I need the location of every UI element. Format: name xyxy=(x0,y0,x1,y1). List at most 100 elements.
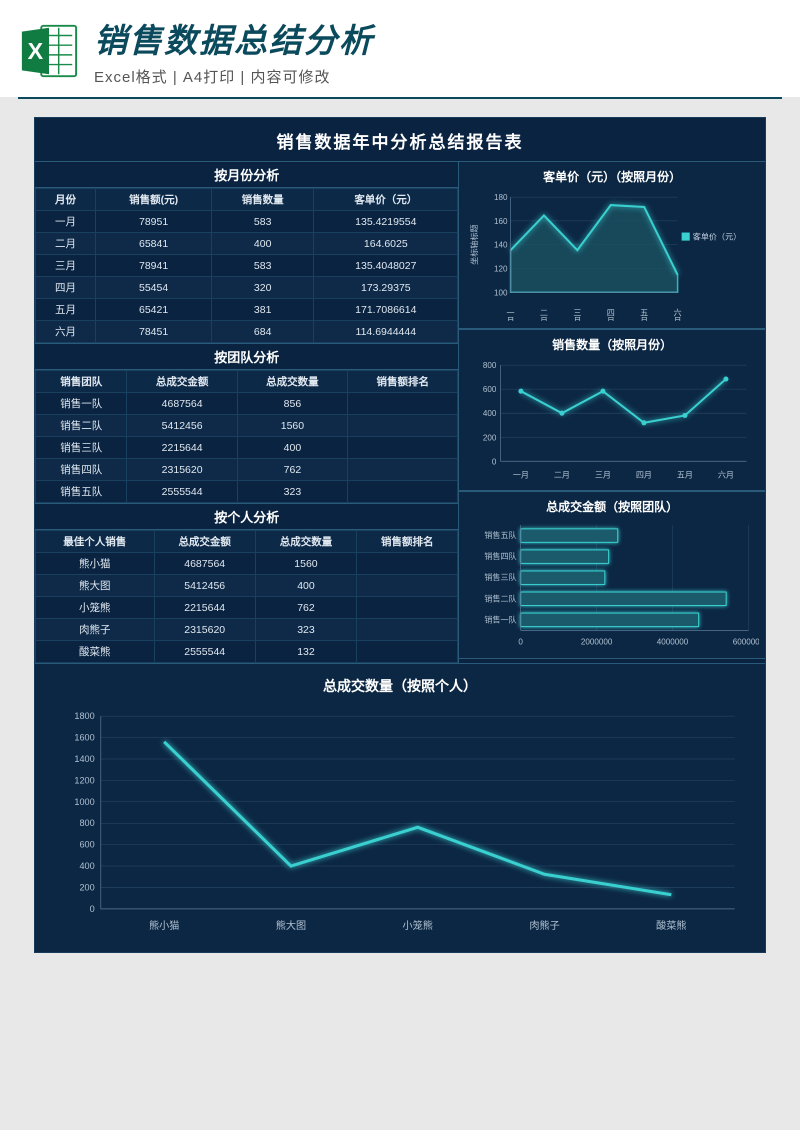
cell: 583 xyxy=(212,255,314,277)
svg-text:销售四队: 销售四队 xyxy=(485,551,517,561)
col-header: 总成交数量 xyxy=(255,531,356,553)
chart-team-amount: 总成交金额（按照团队） 0200000040000006000000销售五队销售… xyxy=(459,491,765,659)
svg-text:销售二队: 销售二队 xyxy=(485,593,517,603)
table-row: 五月65421381171.7086614 xyxy=(36,299,458,321)
svg-text:X: X xyxy=(28,37,44,63)
cell: 2315620 xyxy=(127,459,237,481)
cell: 2215644 xyxy=(154,597,255,619)
col-header: 销售数量 xyxy=(212,189,314,211)
cell xyxy=(357,619,458,641)
svg-text:一月: 一月 xyxy=(513,470,529,479)
svg-text:140: 140 xyxy=(494,241,508,250)
svg-text:销售一队: 销售一队 xyxy=(485,615,517,625)
chart-unit-price: 客单价（元）（按照月份） 100120140160180坐标轴标题一月二月三月四… xyxy=(459,161,765,329)
cell: 78941 xyxy=(96,255,212,277)
cell: 4687564 xyxy=(127,393,237,415)
svg-text:200: 200 xyxy=(79,882,94,892)
cell xyxy=(348,459,458,481)
cell xyxy=(348,481,458,503)
cell: 132 xyxy=(255,641,356,663)
cell: 熊小猫 xyxy=(36,553,155,575)
svg-text:6000000: 6000000 xyxy=(733,638,759,647)
cell xyxy=(357,553,458,575)
col-header: 销售额排名 xyxy=(348,371,458,393)
svg-text:1600: 1600 xyxy=(74,733,94,743)
chart-title-team-amount: 总成交金额（按照团队） xyxy=(465,498,759,515)
table-row: 肉熊子2315620323 xyxy=(36,619,458,641)
table-row: 小笼熊2215644762 xyxy=(36,597,458,619)
cell: 173.29375 xyxy=(314,277,458,299)
cell: 114.6944444 xyxy=(314,321,458,343)
svg-text:四月: 四月 xyxy=(607,308,616,320)
svg-text:销售五队: 销售五队 xyxy=(485,530,517,540)
col-header: 销售额排名 xyxy=(357,531,458,553)
svg-text:100: 100 xyxy=(494,288,508,297)
cell: 六月 xyxy=(36,321,96,343)
svg-text:一月: 一月 xyxy=(506,308,515,320)
cell: 65841 xyxy=(96,233,212,255)
cell: 四月 xyxy=(36,277,96,299)
table-row: 熊小猫46875641560 xyxy=(36,553,458,575)
cell: 5412456 xyxy=(127,415,237,437)
svg-text:二月: 二月 xyxy=(540,308,549,320)
table-row: 六月78451684114.6944444 xyxy=(36,321,458,343)
svg-text:酸菜熊: 酸菜熊 xyxy=(656,919,686,932)
excel-icon: X xyxy=(18,20,80,82)
cell: 1560 xyxy=(237,415,347,437)
svg-text:600: 600 xyxy=(79,840,94,850)
svg-text:肉熊子: 肉熊子 xyxy=(529,919,559,932)
chart-title-sales-qty: 销售数量（按照月份） xyxy=(465,336,759,353)
cell xyxy=(357,597,458,619)
svg-text:0: 0 xyxy=(492,457,497,466)
col-header: 总成交金额 xyxy=(127,371,237,393)
svg-text:160: 160 xyxy=(494,217,508,226)
svg-text:1000: 1000 xyxy=(74,797,94,807)
table-person: 最佳个人销售总成交金额总成交数量销售额排名 熊小猫46875641560熊大图5… xyxy=(35,530,458,663)
table-month: 月份销售额(元)销售数量客单价（元） 一月78951583135.4219554… xyxy=(35,188,458,343)
table-row: 四月55454320173.29375 xyxy=(36,277,458,299)
cell: 销售五队 xyxy=(36,481,127,503)
table-row: 销售四队2315620762 xyxy=(36,459,458,481)
cell: 销售一队 xyxy=(36,393,127,415)
svg-text:1800: 1800 xyxy=(74,711,94,721)
page-subtitle: Excel格式 | A4打印 | 内容可修改 xyxy=(94,66,374,87)
svg-text:1200: 1200 xyxy=(74,775,94,785)
chart-title-person-qty: 总成交数量（按照个人） xyxy=(45,670,755,702)
col-header: 销售团队 xyxy=(36,371,127,393)
svg-text:六月: 六月 xyxy=(673,308,682,321)
sheet-title: 销售数据年中分析总结报告表 xyxy=(35,118,765,161)
page-title: 销售数据总结分析 xyxy=(94,14,374,62)
col-header: 总成交金额 xyxy=(154,531,255,553)
cell: 78451 xyxy=(96,321,212,343)
svg-text:2000000: 2000000 xyxy=(581,638,613,647)
svg-text:五月: 五月 xyxy=(640,308,649,320)
table-row: 二月65841400164.6025 xyxy=(36,233,458,255)
col-header: 销售额(元) xyxy=(96,189,212,211)
table-row: 酸菜熊2555544132 xyxy=(36,641,458,663)
cell: 684 xyxy=(212,321,314,343)
cell: 4687564 xyxy=(154,553,255,575)
cell: 583 xyxy=(212,211,314,233)
cell: 销售四队 xyxy=(36,459,127,481)
cell: 小笼熊 xyxy=(36,597,155,619)
table-row: 熊大图5412456400 xyxy=(36,575,458,597)
cell: 78951 xyxy=(96,211,212,233)
svg-text:销售三队: 销售三队 xyxy=(485,572,517,582)
cell: 酸菜熊 xyxy=(36,641,155,663)
cell xyxy=(357,575,458,597)
cell: 400 xyxy=(212,233,314,255)
dashboard-sheet: 销售数据年中分析总结报告表 按月份分析 月份销售额(元)销售数量客单价（元） 一… xyxy=(34,117,766,953)
cell xyxy=(348,415,458,437)
table-row: 三月78941583135.4048027 xyxy=(36,255,458,277)
svg-text:熊大图: 熊大图 xyxy=(276,919,306,932)
cell: 856 xyxy=(237,393,347,415)
cell xyxy=(357,641,458,663)
table-row: 销售三队2215644400 xyxy=(36,437,458,459)
section-title-person: 按个人分析 xyxy=(35,503,458,530)
svg-text:400: 400 xyxy=(79,861,94,871)
table-row: 销售一队4687564856 xyxy=(36,393,458,415)
cell: 400 xyxy=(255,575,356,597)
cell: 762 xyxy=(255,597,356,619)
svg-text:六月: 六月 xyxy=(718,469,734,479)
cell xyxy=(348,437,458,459)
